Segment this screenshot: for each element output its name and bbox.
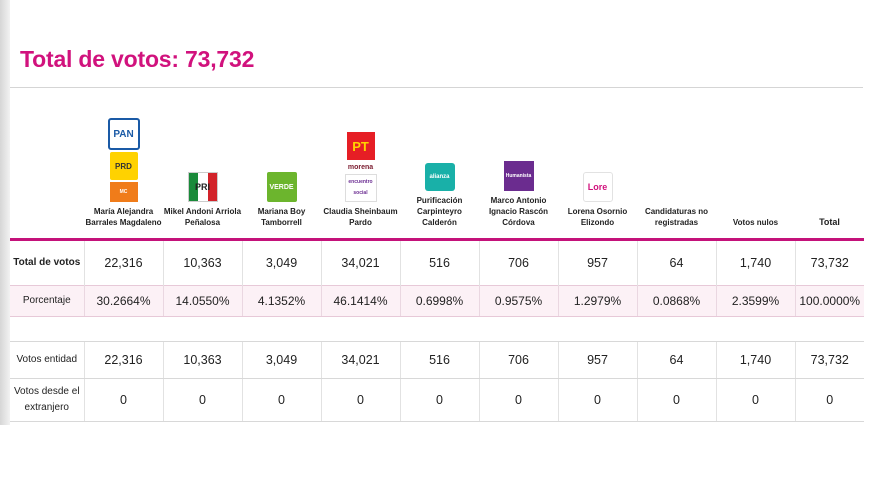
table-cell: 957 (558, 341, 638, 379)
alianza-logo-icon: alianza (424, 163, 455, 191)
table-cell: 0 (479, 378, 559, 422)
header-no-registradas: Candidaturas no registradas (644, 207, 709, 227)
title-area: Total de votos: 73,732 (20, 46, 254, 73)
table-cell: 0.9575% (479, 285, 559, 317)
header-cand-4: alianza Purificación Carpinteyro Calderó… (400, 90, 479, 240)
table-cell: 0 (400, 378, 480, 422)
table-cell: 706 (479, 341, 559, 379)
header-corner (10, 90, 84, 240)
row-label-entity: Votos entidad (10, 341, 85, 379)
table-cell: 34,021 (321, 341, 401, 379)
row-label-pct: Porcentaje (10, 285, 85, 317)
table-cell: 706 (479, 241, 559, 286)
results-table: PAN PRD MC María Alejandra Barrales Magd… (10, 90, 864, 422)
table-cell: 14.0550% (163, 285, 243, 317)
table-cell: 22,316 (84, 341, 164, 379)
row-gap (10, 316, 864, 342)
table-cell: 3,049 (242, 341, 322, 379)
table-cell: 516 (400, 341, 480, 379)
entity-votes-row: Votos entidad 22,316 10,363 3,049 34,021… (10, 341, 864, 379)
table-cell: 1,740 (716, 241, 796, 286)
table-cell: 0 (716, 378, 796, 422)
encuentro-social-logo-icon: encuentro social (344, 174, 377, 202)
table-cell: 0 (242, 378, 322, 422)
table-cell: 100.0000% (795, 285, 864, 317)
abroad-votes-row: Votos desde el extranjero 0 0 0 0 0 0 0 … (10, 378, 864, 422)
table-cell: 516 (400, 241, 480, 286)
table-cell: 0 (637, 378, 717, 422)
header-cand-3: PT morena encuentro social Claudia Shein… (321, 90, 400, 240)
header-cand-1: PRI Mikel Andoni Arriola Peñalosa (163, 90, 242, 240)
lore-logo-icon: Lore (582, 172, 613, 202)
pt-logo-icon: PT (346, 132, 375, 160)
table-cell: 0 (321, 378, 401, 422)
table-cell: 34,021 (321, 241, 401, 286)
table-cell: 0 (163, 378, 243, 422)
row-label-abroad: Votos desde el extranjero (10, 378, 85, 422)
table-cell: 30.2664% (84, 285, 164, 317)
table-cell: 4.1352% (242, 285, 322, 317)
total-votes-row: Total de votos 22,316 10,363 3,049 34,02… (10, 241, 864, 286)
pri-logo-icon: PRI (187, 172, 218, 202)
table-cell: 10,363 (163, 341, 243, 379)
header-votos-nulos: Votos nulos (732, 218, 779, 227)
candidate-name: Marco Antonio Ignacio Rascón Córdova (488, 196, 549, 227)
page-title: Total de votos: 73,732 (20, 46, 255, 72)
table-cell: 0 (558, 378, 638, 422)
humanista-logo-icon: Humanista (503, 161, 534, 191)
table-cell: 64 (637, 341, 717, 379)
table-cell: 0 (795, 378, 864, 422)
candidate-name: Lorena Osornio Elizondo (567, 207, 628, 227)
candidate-name: Mariana Boy Tamborrell (257, 207, 306, 227)
candidate-name: Claudia Sheinbaum Pardo (323, 207, 398, 227)
table-cell: 10,363 (163, 241, 243, 286)
table-cell: 73,732 (795, 341, 864, 379)
percentage-row: Porcentaje 30.2664% 14.0550% 4.1352% 46.… (10, 285, 864, 317)
pan-logo-icon: PAN (107, 118, 140, 150)
left-edge-shadow (0, 0, 10, 425)
verde-logo-icon: VERDE (266, 172, 297, 202)
header-cand-5: Humanista Marco Antonio Ignacio Rascón C… (479, 90, 558, 240)
table-cell: 46.1414% (321, 285, 401, 317)
table-cell: 2.3599% (716, 285, 796, 317)
header-separator (10, 238, 864, 242)
table-cell: 0.0868% (637, 285, 717, 317)
table-cell: 0.6998% (400, 285, 480, 317)
table-cell: 3,049 (242, 241, 322, 286)
header-cand-6: Lore Lorena Osornio Elizondo (558, 90, 637, 240)
header-row: PAN PRD MC María Alejandra Barrales Magd… (10, 90, 864, 240)
candidate-name: Mikel Andoni Arriola Peñalosa (163, 207, 242, 227)
header-cand-2: VERDE Mariana Boy Tamborrell (242, 90, 321, 240)
table-cell: 64 (637, 241, 717, 286)
header-cand-0: PAN PRD MC María Alejandra Barrales Magd… (84, 90, 163, 240)
mc-logo-icon: MC (109, 182, 138, 202)
table-cell: 1.2979% (558, 285, 638, 317)
table-cell: 1,740 (716, 341, 796, 379)
table-cell: 22,316 (84, 241, 164, 286)
header-total: Total (819, 217, 840, 227)
candidate-name: Purificación Carpinteyro Calderón (416, 196, 463, 227)
prd-logo-icon: PRD (109, 152, 138, 180)
table-cell: 0 (84, 378, 164, 422)
morena-logo-icon: morena (347, 163, 374, 171)
row-label-total: Total de votos (10, 241, 85, 286)
table-cell: 957 (558, 241, 638, 286)
table-cell: 73,732 (810, 256, 849, 270)
title-divider (10, 87, 863, 88)
candidate-name: María Alejandra Barrales Magdaleno (85, 207, 162, 227)
